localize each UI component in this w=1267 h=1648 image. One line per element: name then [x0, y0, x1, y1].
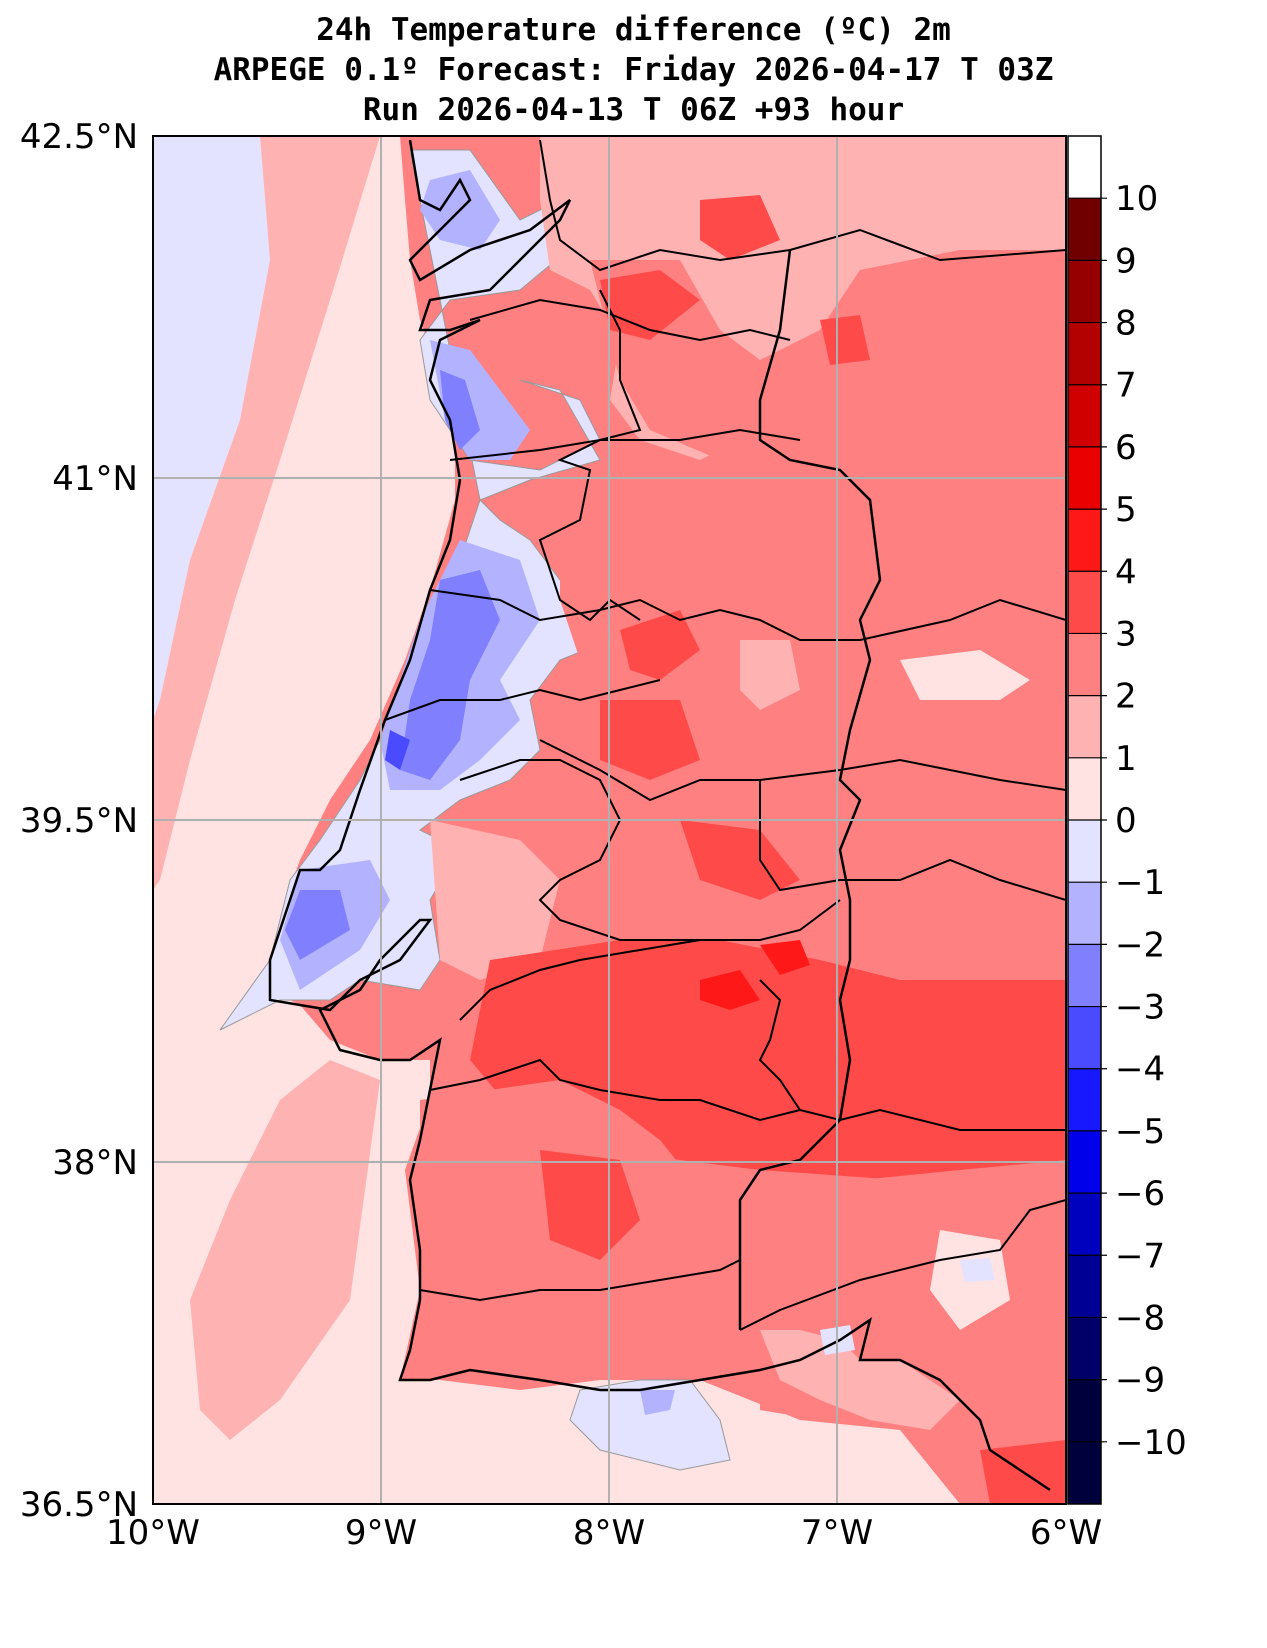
colorbar-tick-label: 4	[1115, 552, 1137, 592]
hot-patch-tagus	[600, 700, 700, 780]
colorbar-tick-label: 5	[1115, 490, 1137, 530]
colorbar-tick-label: 0	[1115, 801, 1137, 841]
colorbar-tick-label: −3	[1115, 988, 1165, 1028]
hot-patch-tras-os-montes	[820, 315, 870, 365]
colorbar-segment	[1068, 695, 1101, 758]
colorbar-segment	[1068, 1441, 1101, 1504]
colorbar-tick-label: −7	[1115, 1236, 1165, 1276]
colorbar-tick-label: −2	[1115, 925, 1165, 965]
hot-patch-serra	[620, 610, 700, 680]
colorbar-segment	[1068, 198, 1101, 261]
colorbar-tick-label: 7	[1115, 366, 1137, 406]
southwest-warm-band	[190, 1060, 380, 1440]
hot-patch-baixo-alentejo	[540, 1150, 640, 1260]
cool-core-cadiz	[640, 1390, 675, 1415]
district-border-north	[538, 289, 642, 622]
district-border-douro	[449, 428, 801, 461]
colorbar-segment	[1068, 633, 1101, 696]
colorbar-segment	[1068, 1006, 1101, 1069]
district-border-beira	[429, 589, 1066, 641]
cool-core-center	[400, 570, 500, 780]
lon-label: 10°W	[106, 1513, 200, 1553]
district-border-algarve	[419, 1259, 741, 1302]
colorbar-tick-label: −9	[1115, 1361, 1165, 1401]
colorbar-tick-label: −10	[1115, 1423, 1187, 1463]
colorbar-segment	[1068, 446, 1101, 510]
colorbar-tick-label: 9	[1115, 241, 1137, 281]
cool-core-porto	[440, 370, 480, 450]
hottest-patch-alentejo	[700, 970, 760, 1010]
colorbar-segment	[1068, 1255, 1101, 1318]
mild-patch-east	[900, 650, 1030, 700]
colorbar-tick-label: −6	[1115, 1174, 1165, 1214]
lat-label: 38°N	[52, 1143, 138, 1183]
border-portugal-spain-north	[539, 139, 1066, 272]
map-frame	[152, 135, 1067, 1505]
district-border-leiria	[384, 679, 661, 721]
colorbar-segment	[1068, 820, 1101, 883]
colorbar-segment	[1068, 1317, 1101, 1380]
colorbar-segment	[1068, 757, 1101, 820]
map-plot-area	[153, 136, 1066, 1504]
cool-core-lisbon	[285, 890, 350, 960]
gridlines	[153, 136, 1066, 1504]
colorbar-segment	[1068, 1379, 1101, 1442]
colorbar-segment	[1068, 944, 1101, 1007]
colorbar-segment	[1068, 260, 1101, 323]
colorbar-segment	[1068, 571, 1101, 634]
coastline	[268, 139, 1051, 1492]
chart-title-line2: ARPEGE 0.1º Forecast: Friday 2026-04-17 …	[213, 52, 1054, 88]
colorbar-tick-label: −5	[1115, 1112, 1165, 1152]
colorbar-segment	[1068, 1193, 1101, 1256]
lon-label: 9°W	[345, 1513, 417, 1553]
colorbar-segment	[1068, 882, 1101, 945]
colorbar-segment	[1068, 1130, 1101, 1194]
mild-patch-beira	[740, 640, 800, 710]
colorbar-tick-label: 2	[1115, 677, 1137, 717]
district-border-badajoz	[758, 979, 1066, 1131]
colorbar-tick-label: 3	[1115, 614, 1137, 654]
colorbar-tick-label: 10	[1115, 179, 1158, 219]
border-andalusia	[739, 1199, 1066, 1331]
lon-label: 8°W	[573, 1513, 645, 1553]
district-border-minho	[469, 298, 791, 342]
algarve-warm-area	[420, 1290, 760, 1385]
lat-label: 36.5°N	[20, 1485, 138, 1525]
hot-patch-galicia	[700, 195, 780, 260]
district-border-santarem	[459, 759, 841, 941]
district-border-setubal	[459, 939, 701, 1021]
lon-label: 7°W	[801, 1513, 873, 1553]
hot-core-alentejo	[760, 940, 810, 975]
colorbar-tick-label: 1	[1115, 739, 1137, 779]
colorbar-tick-label: −8	[1115, 1298, 1165, 1338]
colorbar-tick-label: −1	[1115, 863, 1165, 903]
hot-patch-alto-alentejo	[680, 820, 800, 900]
colorbar-segment	[1068, 322, 1101, 385]
lat-label: 42.5°N	[20, 117, 138, 157]
offshore-warm-band	[153, 136, 380, 890]
huelva-cool-patch	[960, 1258, 995, 1282]
lat-label: 41°N	[52, 459, 138, 499]
lat-label: 39.5°N	[20, 801, 138, 841]
north-warmer-area	[590, 250, 1066, 480]
colorbar-tick-label: −4	[1115, 1050, 1165, 1090]
lon-label: 6°W	[1030, 1513, 1102, 1553]
colorbar-segment	[1068, 1068, 1101, 1131]
hot-patch-braga	[600, 270, 700, 340]
colorbar-tick-label: 8	[1115, 304, 1137, 344]
colorbar-tick-label: 6	[1115, 428, 1137, 468]
setubal-warm-area	[430, 820, 560, 980]
offshore-cool-band	[153, 136, 270, 720]
chart-title-line3: Run 2026-04-13 T 06Z +93 hour	[362, 92, 905, 128]
cool-max-center	[385, 730, 410, 770]
colorbar	[1067, 135, 1102, 1505]
colorbar-segment	[1068, 384, 1101, 447]
district-border-beja	[429, 1058, 801, 1122]
chart-title-line1: 24h Temperature difference (ºC) 2m	[316, 12, 951, 48]
district-border-caceres	[759, 780, 1066, 901]
colorbar-segment	[1068, 509, 1101, 572]
